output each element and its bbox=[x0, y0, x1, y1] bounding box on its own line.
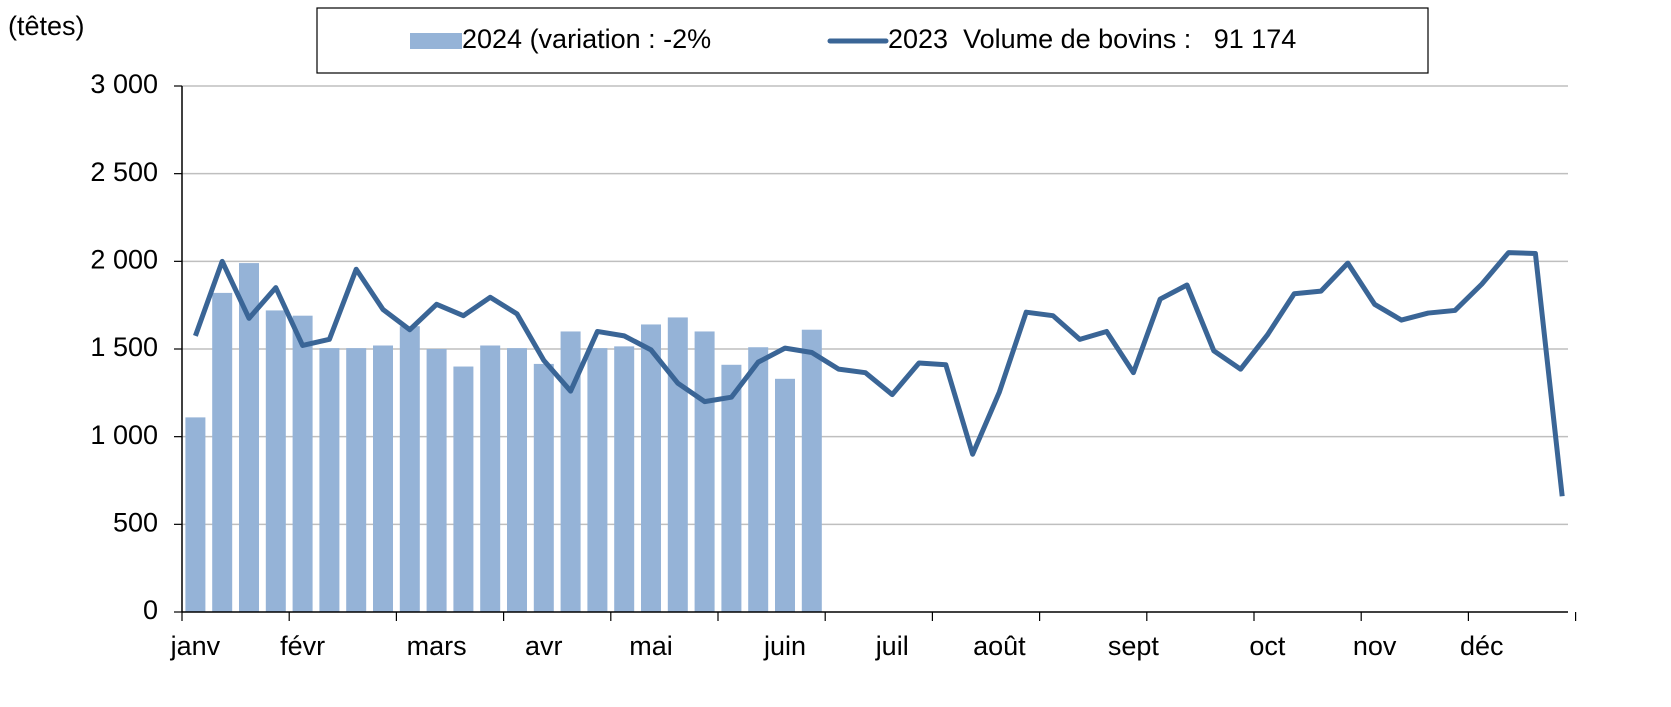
bar bbox=[694, 331, 715, 612]
bar bbox=[667, 317, 688, 612]
line bbox=[193, 250, 1565, 497]
y-tick-label: 0 bbox=[143, 595, 158, 625]
bar bbox=[560, 331, 581, 612]
bar bbox=[265, 310, 286, 612]
bar bbox=[587, 348, 608, 612]
x-tick-label: oct bbox=[1249, 631, 1286, 661]
legend-label: 2023 Volume de bovins : 91 174 bbox=[888, 24, 1296, 54]
bar bbox=[748, 347, 769, 612]
bar bbox=[453, 366, 474, 612]
bar bbox=[801, 329, 822, 612]
bar bbox=[399, 326, 420, 612]
x-tick-label: mars bbox=[407, 631, 467, 661]
y-tick-label: 500 bbox=[113, 507, 158, 537]
right-mask bbox=[1569, 0, 1671, 707]
bar bbox=[533, 363, 554, 612]
bar bbox=[641, 324, 661, 612]
bar bbox=[480, 345, 501, 612]
bar bbox=[292, 315, 313, 612]
y-tick-label: 1 500 bbox=[90, 332, 158, 362]
bar bbox=[507, 348, 527, 612]
bar bbox=[614, 346, 635, 612]
x-tick-label: mai bbox=[629, 631, 673, 661]
x-tick-label: avr bbox=[525, 631, 563, 661]
bar bbox=[212, 292, 233, 612]
bar bbox=[239, 263, 259, 612]
x-tick-label: août bbox=[973, 631, 1026, 661]
x-tick-label: juin bbox=[763, 631, 806, 661]
bar bbox=[721, 364, 742, 612]
bar bbox=[373, 345, 393, 612]
y-tick-label: 3 000 bbox=[90, 69, 158, 99]
x-tick-label: déc bbox=[1460, 631, 1504, 661]
x-tick-label: sept bbox=[1108, 631, 1160, 661]
bar bbox=[346, 348, 367, 612]
y-tick-label: 2 500 bbox=[90, 157, 158, 187]
x-tick-label: juil bbox=[875, 631, 909, 661]
legend-label: 2024 (variation : -2% bbox=[462, 24, 711, 54]
x-tick-label: janv bbox=[170, 631, 221, 661]
x-tick-label: nov bbox=[1353, 631, 1397, 661]
bar bbox=[426, 349, 447, 612]
y-tick-label: 1 000 bbox=[90, 420, 158, 450]
y-axis-label: (têtes) bbox=[8, 11, 85, 41]
bar bbox=[319, 348, 340, 612]
legend-swatch bbox=[410, 33, 462, 49]
bar bbox=[775, 378, 795, 612]
y-tick-label: 2 000 bbox=[90, 244, 158, 274]
bar bbox=[185, 417, 206, 612]
x-tick-label: févr bbox=[280, 631, 325, 661]
